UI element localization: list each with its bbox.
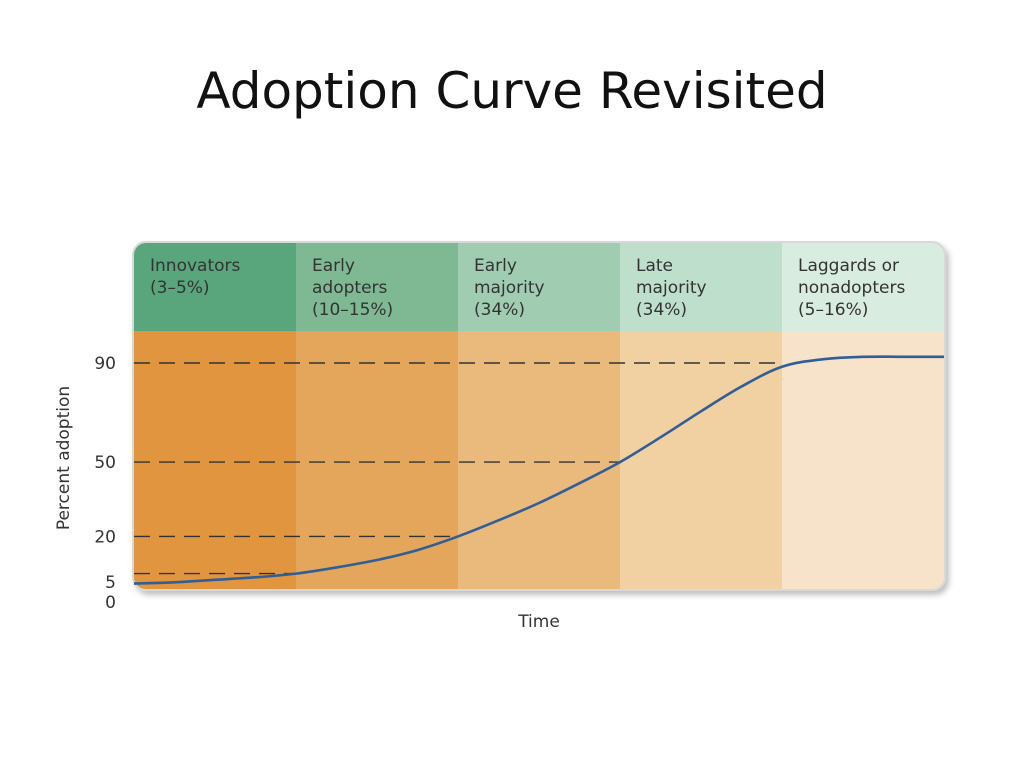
y-tick-5: 5 <box>105 573 116 593</box>
x-axis-label: Time <box>517 612 560 632</box>
reference-lines <box>134 362 782 575</box>
category-label-1: Early adopters (10–15%) <box>312 256 393 320</box>
adoption-curve-line-0 <box>133 355 944 585</box>
category-header-0 <box>134 243 296 331</box>
category-band-3 <box>620 331 782 589</box>
category-header-3 <box>620 243 782 331</box>
category-band-4 <box>782 331 944 589</box>
category-label-4: Laggards or nonadopters (5–16%) <box>798 256 905 320</box>
y-ticks: 05 20 50 90 <box>94 354 116 613</box>
category-header-4 <box>782 243 944 331</box>
category-band-2 <box>458 331 620 589</box>
y-tick-90: 90 <box>94 354 116 374</box>
y-tick-20: 20 <box>94 527 116 547</box>
category-band-1 <box>296 331 458 589</box>
category-label-2: Early majority (34%) <box>474 256 545 320</box>
category-label-3: Late majority (34%) <box>636 256 707 320</box>
category-bands <box>134 243 944 589</box>
y-axis-label: Percent adoption <box>54 386 74 530</box>
y-tick-0: 0 <box>105 593 116 613</box>
slide-title: Adoption Curve Revisited <box>196 62 828 120</box>
y-tick-50: 50 <box>94 453 116 473</box>
adoption-curve <box>133 355 944 585</box>
category-header-1 <box>296 243 458 331</box>
category-labels: Innovators (3–5%) Early adopters (10–15%) Ear… <box>150 256 905 320</box>
category-label-0: Innovators (3–5%) <box>150 256 240 298</box>
category-band-0 <box>134 331 296 589</box>
category-header-2 <box>458 243 620 331</box>
